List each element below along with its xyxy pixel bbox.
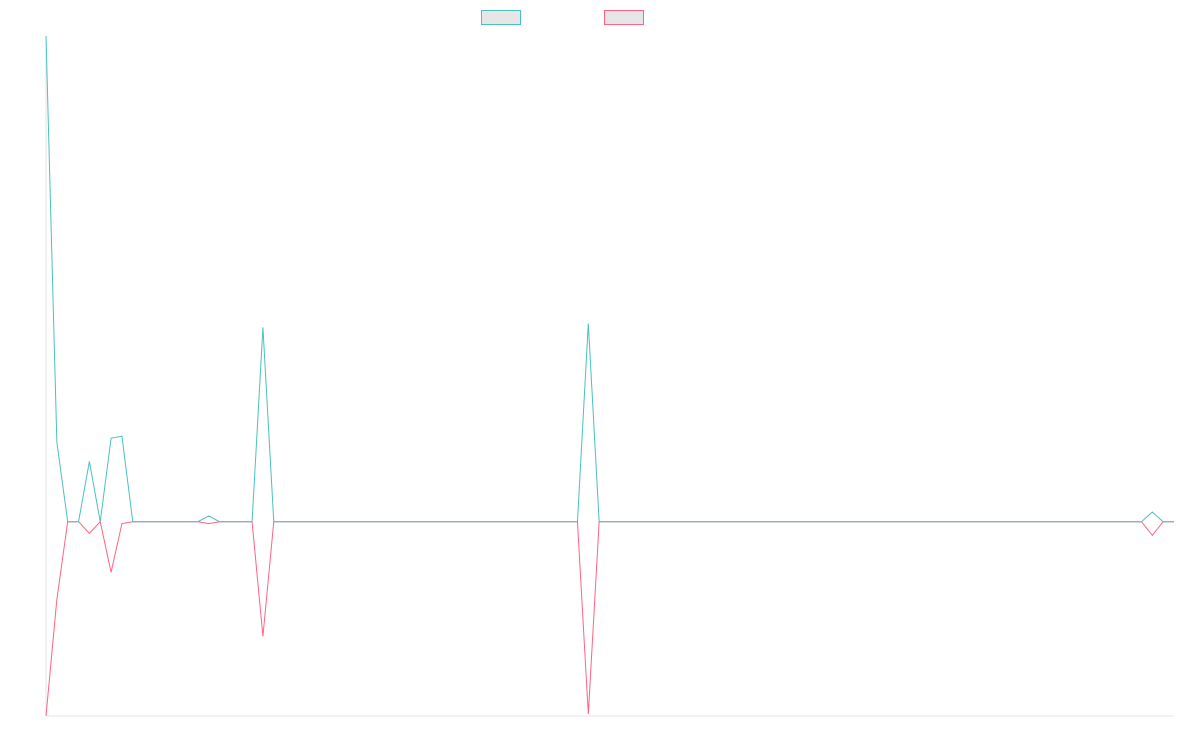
series-line-1[interactable]	[45, 35, 1174, 523]
series-line-2[interactable]	[45, 520, 1174, 717]
legend-swatch-series-1[interactable]	[481, 10, 521, 25]
legend-swatch-series-2[interactable]	[604, 10, 644, 25]
